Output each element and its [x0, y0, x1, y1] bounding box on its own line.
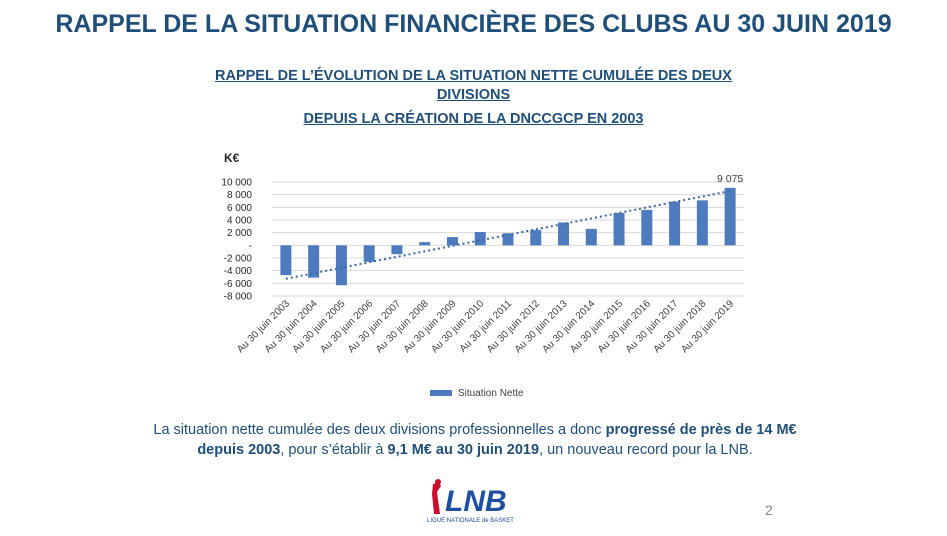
y-tick-label: -2 000 [224, 254, 253, 265]
summary-text-part-2: , pour s’établir à [280, 442, 388, 458]
bar [558, 222, 570, 246]
bar [474, 232, 486, 246]
bar [446, 237, 458, 246]
legend-label: Situation Nette [458, 388, 524, 399]
data-label: 9 075 [717, 173, 743, 185]
bar [585, 228, 597, 246]
bar [419, 242, 431, 246]
page-title: RAPPEL DE LA SITUATION FINANCIÈRE DES CL… [55, 10, 892, 38]
bar [363, 245, 375, 262]
bar [335, 245, 347, 286]
chart-subtitle-line-3: DEPUIS LA CRÉATION DE LA DNCCGCP EN 2003 [303, 111, 644, 127]
y-tick-label: 2 000 [227, 228, 252, 239]
y-tick-label: -4 000 [224, 266, 253, 277]
bar [308, 245, 320, 278]
bar [391, 245, 403, 255]
summary-text: La situation nette cumulée des deux divi… [130, 420, 820, 460]
chart-subtitle-line-2: DIVISIONS [436, 87, 511, 103]
legend-swatch [430, 390, 452, 396]
bar [641, 209, 653, 246]
y-tick-label: - [249, 241, 252, 252]
bar [696, 200, 708, 246]
chart-subtitle-line-1: RAPPEL DE L’ÉVOLUTION DE LA SITUATION NE… [215, 68, 732, 84]
summary-highlight-2: 9,1 M€ au 30 juin 2019 [387, 442, 540, 458]
y-tick-label: 10 000 [221, 178, 252, 189]
bar [613, 213, 625, 246]
logo-tagline: LIGUE NATIONALE de BASKET [427, 518, 514, 524]
y-tick-label: 8 000 [227, 190, 252, 201]
y-tick-label: 4 000 [227, 216, 252, 227]
y-tick-label: -8 000 [224, 292, 253, 303]
summary-text-part-1: La situation nette cumulée des deux divi… [153, 422, 606, 438]
bar [724, 187, 736, 246]
y-unit-label: K€ [224, 151, 240, 165]
trendline [285, 190, 731, 280]
summary-text-part-3: , un nouveau record pour la LNB. [539, 442, 753, 458]
y-tick-label: 6 000 [227, 203, 252, 214]
bar [669, 201, 681, 246]
page-number: 2 [765, 502, 773, 518]
lnb-logo: LNB LIGUE NATIONALE de BASKET [425, 478, 525, 524]
bar [280, 245, 292, 276]
bar [530, 230, 542, 246]
summary-highlight-1: progressé de près de 14 M€ depuis 2003 [197, 422, 797, 458]
bar [502, 233, 514, 246]
logo-wordmark: LNB [445, 485, 507, 518]
y-tick-label: -6 000 [224, 279, 253, 290]
